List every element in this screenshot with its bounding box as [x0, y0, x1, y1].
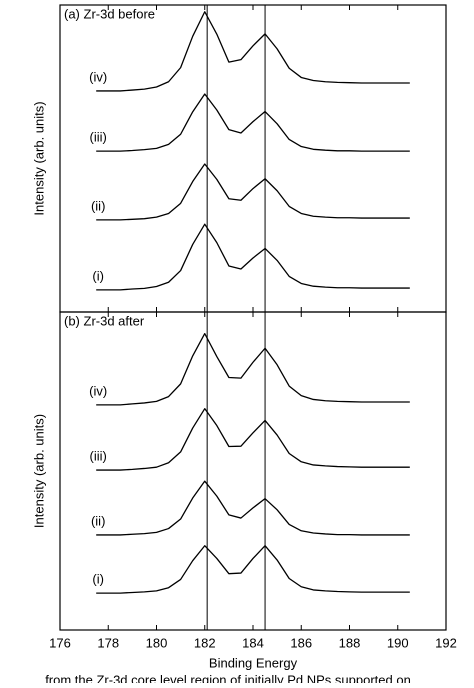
panel-title: (b) Zr-3d after	[64, 313, 145, 328]
spectrum-line	[96, 408, 410, 471]
y-axis-label: Intensity (arb. units)	[31, 101, 46, 215]
series-label: (ii)	[91, 513, 105, 528]
x-axis-label: Binding Energy	[209, 655, 298, 670]
x-tick-label: 184	[242, 635, 264, 650]
caption: from the Zr-3d core level region of init…	[45, 672, 411, 683]
x-tick-label: 190	[387, 635, 409, 650]
series-label: (iv)	[89, 383, 107, 398]
series-label: (iii)	[90, 130, 107, 145]
spectrum-line	[96, 332, 410, 406]
y-axis-label: Intensity (arb. units)	[31, 414, 46, 528]
x-tick-label: 176	[49, 635, 71, 650]
spectrum-line	[96, 93, 410, 152]
spectrum-line	[96, 545, 410, 594]
series-label: (i)	[92, 268, 104, 283]
x-tick-label: 186	[290, 635, 312, 650]
spectrum-line	[96, 480, 410, 536]
x-tick-label: 192	[435, 635, 457, 650]
x-tick-label: 178	[97, 635, 119, 650]
x-tick-label: 188	[339, 635, 361, 650]
spectrum-line	[96, 223, 410, 291]
plot-frame	[59, 4, 447, 313]
series-label: (ii)	[91, 198, 105, 213]
series-label: (i)	[92, 572, 104, 587]
series-label: (iv)	[89, 69, 107, 84]
x-tick-label: 180	[146, 635, 168, 650]
spectrum-line	[96, 163, 410, 221]
panel-title: (a) Zr-3d before	[64, 6, 155, 21]
x-tick-label: 182	[194, 635, 216, 650]
spectrum-line	[96, 11, 410, 92]
plot-frame	[59, 311, 447, 631]
series-label: (iii)	[90, 448, 107, 463]
